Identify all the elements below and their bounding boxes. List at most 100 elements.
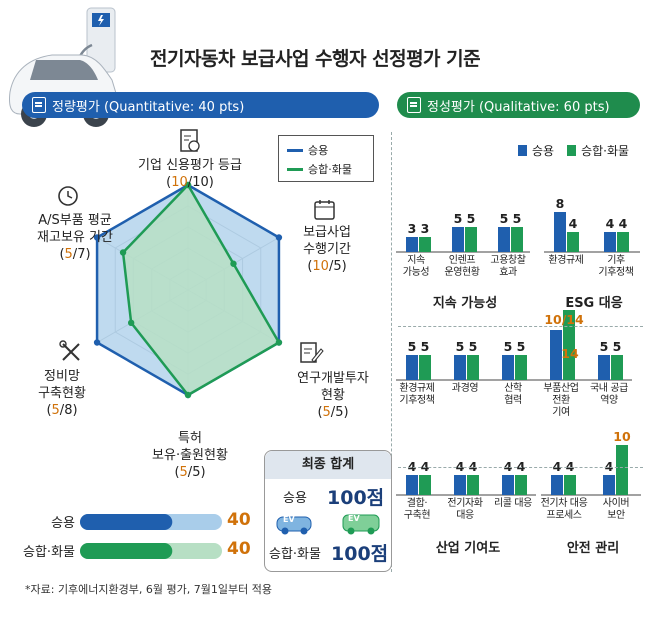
qual-legend-van: 승합·화물	[581, 144, 630, 158]
bar-value-van: 4	[568, 216, 578, 231]
bar-category-label: 부품산업 전환 기여	[543, 383, 579, 418]
bar-passenger	[502, 475, 514, 495]
document-icon	[180, 129, 200, 152]
bar-passenger	[604, 232, 616, 252]
bar-label-passenger: 승용	[51, 516, 75, 531]
bar-value-van: 4	[468, 459, 478, 474]
bar-passenger	[454, 355, 466, 380]
bar-passenger	[454, 475, 466, 495]
bar-value-passenger: 4	[407, 459, 417, 474]
axis-label: 특허	[178, 431, 202, 446]
bar-value-label: 14	[561, 346, 579, 361]
bar-value-passenger: 3	[407, 221, 417, 236]
radar-axis-parts: A/S부품 평균 재고보유 기간 (5/7)	[20, 212, 130, 263]
total-title: 최종 합계	[265, 451, 391, 479]
bar-category-label: 인렌프 운영현황	[444, 255, 480, 278]
total-passenger-label: 승용	[283, 491, 307, 506]
bar-category-label: 리콜 대응	[494, 498, 532, 509]
radar-legend: 승용 승합·화물	[278, 135, 374, 182]
bar-value-passenger: 5	[407, 339, 417, 354]
bar-value-van: 5	[468, 339, 478, 354]
radar-point-van	[184, 391, 192, 399]
total-passenger-value: 100점	[327, 487, 385, 509]
bar-value-van: 4	[516, 459, 526, 474]
bar-value-van: 5	[420, 339, 430, 354]
axis-score: (5/8)	[46, 403, 78, 418]
group-title: 산업 기여도	[435, 541, 501, 556]
bar-passenger	[554, 212, 566, 252]
axis-label-2: 현황	[321, 388, 345, 403]
bar-value-van: 4	[565, 459, 575, 474]
bar-value-van: 5	[466, 211, 476, 226]
legend-van-swatch	[287, 167, 303, 171]
bar-value-passenger: 4	[455, 459, 465, 474]
qual-legend-passenger-swatch	[518, 145, 527, 156]
legend-passenger-swatch	[287, 148, 303, 152]
bar-passenger	[603, 475, 615, 495]
bar-van	[616, 445, 628, 495]
bar-category-label: 사이버 보안	[602, 498, 630, 521]
bar-passenger	[406, 475, 418, 495]
total-van-value: 100점	[331, 543, 389, 565]
radar-axis-patent: 특허 보유·출원현황 (5/5)	[135, 430, 245, 481]
tools-icon	[59, 340, 80, 361]
bar-passenger	[498, 227, 510, 252]
axis-label: 기업 신용평가 등급	[138, 158, 242, 173]
bar-value-passenger: 4	[604, 459, 614, 474]
bar-category-label: 환경규제	[548, 255, 584, 266]
bar-passenger	[598, 355, 610, 380]
axis-label-2: 재고보유 기간	[37, 230, 113, 245]
axis-score: (5/7)	[59, 247, 91, 262]
bar-category-label: 고용창찰 효과	[490, 255, 526, 278]
radar-axis-service: 정비망 구축현황 (5/8)	[22, 368, 102, 419]
bar-van	[563, 310, 575, 380]
bar-value-passenger: 4	[605, 216, 615, 231]
total-bar	[80, 543, 173, 559]
bar-van	[419, 475, 431, 495]
bar-value-van: 40	[227, 539, 251, 559]
bar-value-van: 3	[420, 221, 430, 236]
quantitative-label: 정량평가 (Quantitative: 40 pts)	[52, 99, 245, 115]
quantitative-header: 정량평가 (Quantitative: 40 pts)	[22, 92, 379, 118]
bar-value-label: 10/14	[544, 312, 584, 327]
clock-icon	[58, 186, 78, 206]
bar-van	[419, 237, 431, 252]
axis-label: 정비망	[44, 369, 80, 384]
radar-point-van	[119, 249, 127, 256]
axis-label-2: 보유·출원현황	[152, 448, 228, 463]
bar-van	[567, 232, 579, 252]
bar-value-van: 5	[612, 339, 622, 354]
qualitative-header: 정성평가 (Qualitative: 60 pts)	[397, 92, 640, 118]
legend-van-label: 승합·화물	[308, 163, 352, 176]
bar-van	[467, 475, 479, 495]
group-title: 안전 관리	[566, 541, 620, 556]
row-divider	[398, 467, 643, 468]
qualitative-bar-charts	[396, 212, 641, 496]
bar-category-label: 산학 협력	[504, 383, 522, 406]
qual-legend: 승용 승합·화물	[518, 142, 629, 159]
radar-point-passenger	[93, 339, 101, 346]
bar-van	[617, 232, 629, 252]
bar-value-van: 4	[618, 216, 628, 231]
bar-value-passenger: 5	[599, 339, 609, 354]
axis-label-2: 수행기간	[303, 242, 351, 257]
bar-value-passenger: 4	[552, 459, 562, 474]
calendar-icon	[314, 200, 335, 220]
bar-category-label: 지속 가능성	[402, 255, 430, 278]
radar-point-van	[230, 260, 237, 267]
bar-van	[419, 355, 431, 380]
total-box: 최종 합계 승용 100점 EV EV 승합·화물 100점	[264, 450, 392, 572]
radar-axis-credit: 기업 신용평가 등급 (10/10)	[130, 157, 250, 191]
bar-van	[465, 227, 477, 252]
axis-label: A/S부품 평균	[38, 213, 112, 228]
bar-van	[511, 227, 523, 252]
bar-category-label: 과경영	[451, 383, 479, 394]
bar-van	[611, 355, 623, 380]
pen-icon	[300, 342, 324, 363]
radar-axis-period: 보급사업 수행기간 (10/5)	[282, 224, 372, 275]
radar-point-van	[127, 319, 135, 327]
radar-chart	[93, 181, 283, 399]
qualitative-label: 정성평가 (Qualitative: 60 pts)	[427, 99, 610, 115]
bar-value-van: 4	[420, 459, 430, 474]
radar-point-passenger	[93, 234, 101, 241]
